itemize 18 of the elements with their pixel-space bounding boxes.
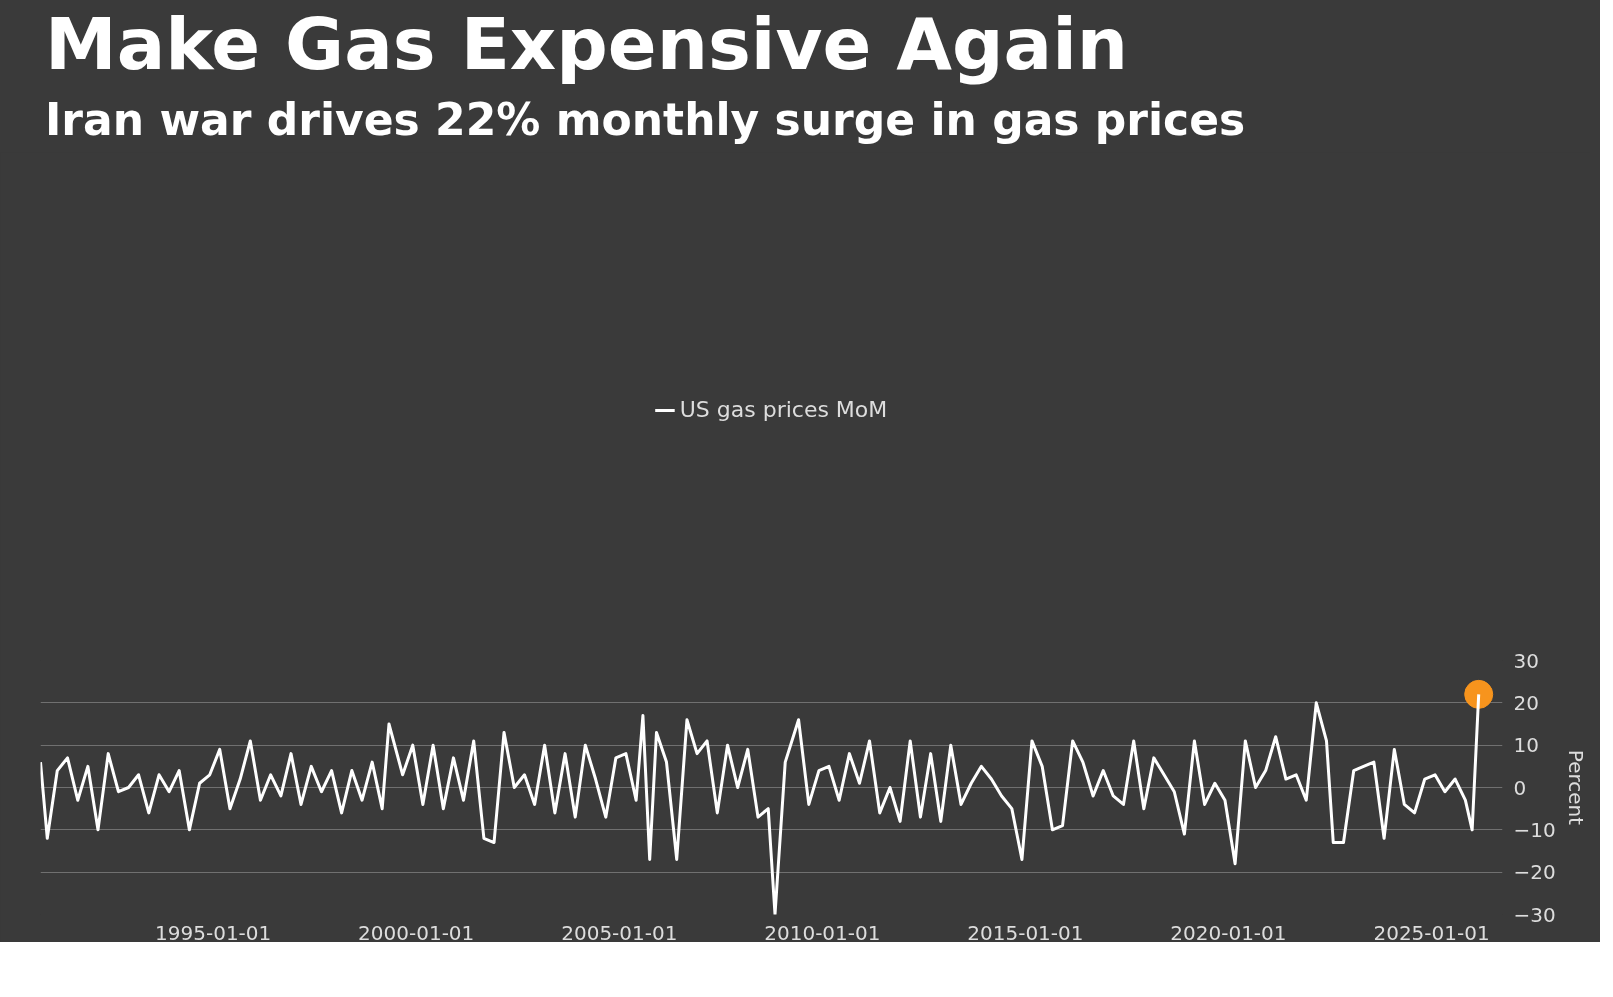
x-tick-label: 2005-01-01 [561,920,678,945]
x-tick-label: 2025-01-01 [1373,920,1490,945]
x-tick-label: 1995-01-01 [155,920,272,945]
y-axis-title: Percent [1563,749,1588,826]
chart-title: Make Gas Expensive Again [45,2,1129,86]
x-tick-label: 2020-01-01 [1170,920,1287,945]
y-tick-label: −20 [1513,860,1556,885]
y-tick-label: 10 [1513,733,1539,758]
y-tick-label: 30 [1513,648,1539,673]
y-tick-label: −30 [1513,902,1556,927]
x-tick-label: 2015-01-01 [967,920,1084,945]
x-tick-label: 2000-01-01 [358,920,475,945]
x-tick-label: 2010-01-01 [764,920,881,945]
legend-label: US gas prices MoM [679,397,888,423]
chart-subtitle: Iran war drives 22% monthly surge in gas prices [45,94,1246,147]
y-tick-label: −10 [1513,817,1556,842]
y-tick-label: 20 [1513,690,1539,715]
y-tick-label: 0 [1513,775,1527,800]
